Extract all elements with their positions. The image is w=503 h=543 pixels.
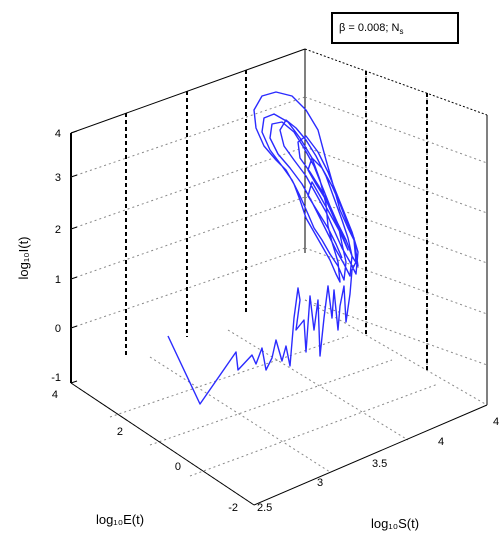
y-tick-label: 0 [175,461,181,473]
y-axis-label: log₁₀E(t) [96,512,144,527]
z-tick-label: 1 [55,274,61,286]
y-tick-label: -2 [228,502,238,514]
legend-text: β = 0.008; N [339,22,400,34]
z-tick-label: 2 [55,224,61,236]
x-axis-line [253,404,488,506]
y-tick-label: 4 [52,389,58,401]
z-tick-labels: 4 3 2 1 0 -1 [51,128,61,384]
z-tick-label: 0 [55,323,61,335]
y-tick-labels: 4 2 0 -2 [52,389,238,514]
tick-marks [70,130,78,384]
y-axis-line [70,382,255,506]
x-axis-label: log₁₀S(t) [371,516,419,531]
z-tick-label: 4 [55,128,61,140]
z-axis-label: log₁₀I(t) [16,236,31,279]
legend: β = 0.008; Ns [331,12,459,44]
floor-edges [70,382,488,506]
x-tick-labels: 2.5 3 3.5 4 4 [257,416,499,514]
z-tick-label: -1 [51,372,61,384]
x-tick-label: 4 [493,416,499,428]
x-tick-label: 2.5 [257,502,272,514]
grid [70,71,488,506]
back-wall-top-edge [304,48,488,116]
x-tick-label: 3.5 [372,458,387,470]
x-tick-label: 4 [438,436,444,448]
x-tick-label: 3 [317,477,323,489]
legend-subscript: s [399,27,404,37]
wall-verticals [125,70,428,370]
z-tick-label: 3 [55,172,61,184]
y-tick-label: 2 [117,426,123,438]
trajectory-series [167,91,359,405]
